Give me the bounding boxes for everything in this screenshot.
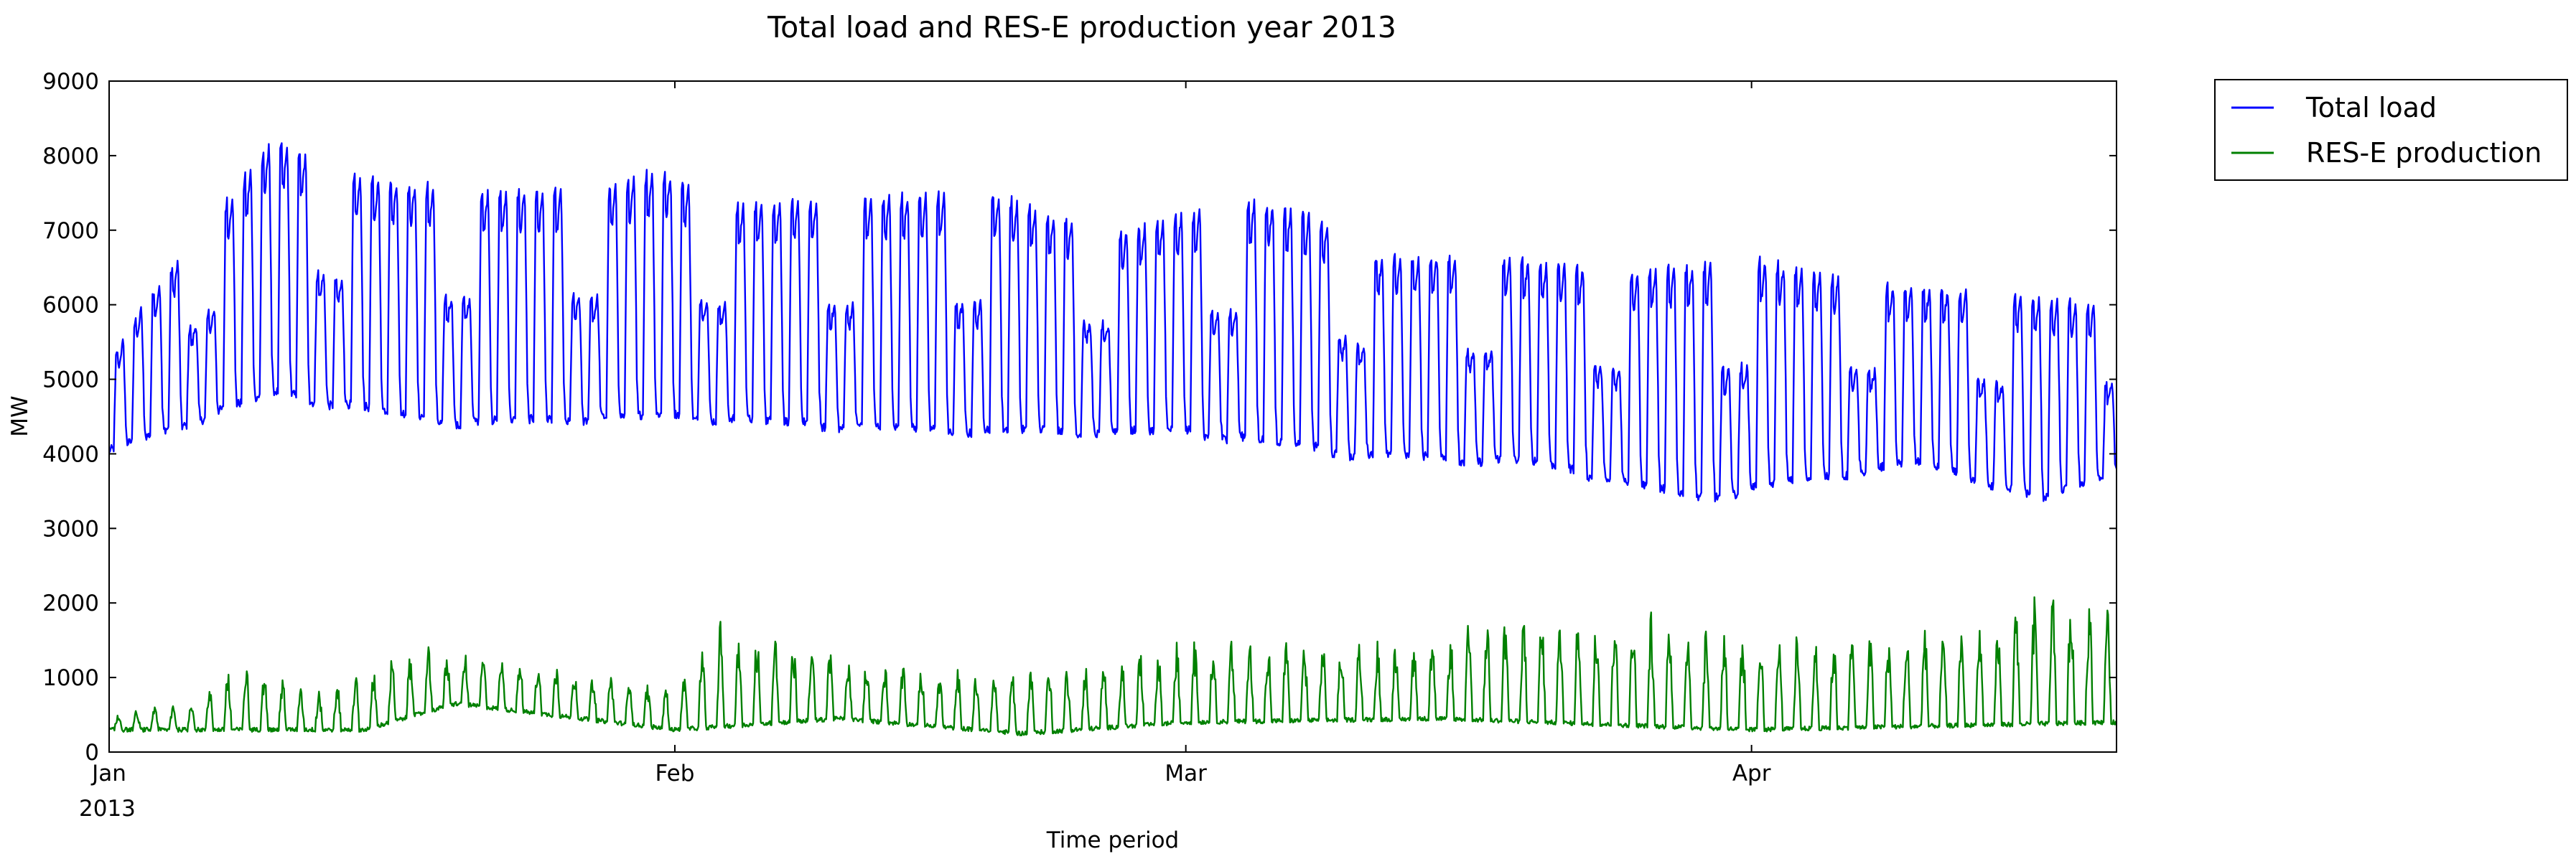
x-tick-label: Feb — [655, 761, 695, 786]
chart-title: Total load and RES-E production year 201… — [767, 10, 1396, 44]
x-tick-label: Apr — [1732, 761, 1771, 786]
x-axis: Jan Feb Mar Apr — [90, 81, 1771, 786]
y-tick-label: 8000 — [42, 144, 99, 169]
plot-area — [108, 80, 2118, 753]
legend-box — [2214, 79, 2568, 181]
legend-label-res-e-production: RES-E production — [2306, 137, 2542, 169]
y-tick-label: 1000 — [42, 665, 99, 691]
legend: Total load RES-E production — [2214, 79, 2568, 181]
legend-label-total-load: Total load — [2305, 92, 2437, 123]
series-group — [108, 142, 2118, 737]
x-axis-label: Time period — [1046, 827, 1179, 853]
y-tick-label: 0 — [85, 740, 99, 766]
x-tick-label: Jan — [90, 761, 126, 786]
y-tick-label: 2000 — [42, 591, 99, 616]
plot-frame — [108, 80, 2117, 753]
y-tick-label: 9000 — [42, 69, 99, 95]
y-axis-label: MW — [7, 395, 33, 436]
series-line-total-load — [108, 142, 2118, 502]
y-tick-label: 6000 — [42, 293, 99, 319]
y-tick-label: 5000 — [42, 367, 99, 393]
plot-background — [109, 81, 2117, 752]
series-line-res-e-production — [108, 596, 2117, 737]
x-tick-label: Mar — [1165, 761, 1207, 786]
y-tick-label: 4000 — [42, 441, 99, 467]
y-axis: 0 1000 2000 3000 4000 5000 6000 7000 8000 9000 — [42, 69, 2117, 766]
y-tick-label: 3000 — [42, 516, 99, 542]
x-tick-year-label: 2013 — [79, 796, 136, 822]
y-tick-label: 7000 — [42, 218, 99, 244]
